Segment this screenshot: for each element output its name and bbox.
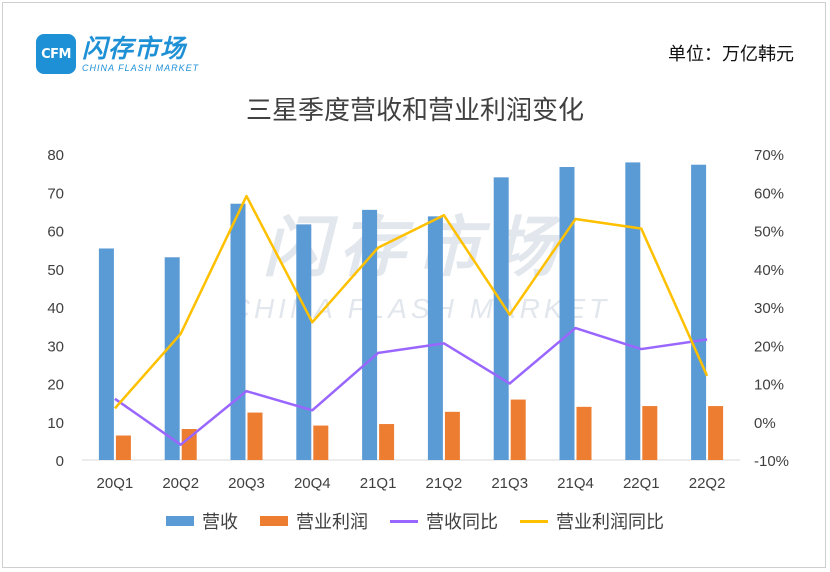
legend-label: 营业利润同比 [556, 512, 664, 533]
y-right-tick-label: 20% [754, 338, 784, 355]
y-right-tick-label: 0% [754, 415, 776, 432]
y-left-tick-label: 10 [47, 415, 64, 432]
legend-label: 营收 [202, 512, 238, 533]
x-tick-label: 21Q2 [426, 475, 463, 492]
y-left-tick-label: 30 [47, 338, 64, 355]
logo-text: 闪存市场 CHINA FLASH MARKET [82, 33, 200, 73]
bar-revenue [362, 209, 378, 460]
y-left-tick-label: 60 [47, 224, 64, 241]
bar-operating-profit [115, 435, 131, 460]
bar-operating-profit [379, 424, 395, 460]
legend-item: 营收同比 [390, 508, 498, 534]
x-tick-label: 20Q3 [228, 475, 265, 492]
legend-item: 营收 [166, 508, 238, 534]
bar-revenue [493, 177, 509, 460]
x-tick-label: 22Q2 [689, 475, 726, 492]
y-left-tick-label: 50 [47, 262, 64, 279]
watermark-en-text: CHINA FLASH MARKET [230, 293, 611, 324]
legend-swatch [166, 516, 194, 526]
logo-cn-text: 闪存市场 [82, 33, 187, 63]
y-right-tick-label: -10% [754, 453, 789, 470]
unit-label: 单位：万亿韩元 [668, 44, 794, 65]
legend-item: 营业利润同比 [520, 508, 664, 534]
x-tick-label: 21Q1 [360, 475, 397, 492]
y-right-tick-label: 10% [754, 377, 784, 394]
x-tick-label: 21Q3 [491, 475, 528, 492]
y-left-tick-label: 80 [47, 147, 64, 164]
x-tick-label: 22Q1 [623, 475, 660, 492]
legend-swatch [520, 519, 548, 523]
line-revenue-yoy [114, 326, 708, 446]
y-right-tick-label: 50% [754, 224, 784, 241]
x-tick-label: 20Q4 [294, 475, 331, 492]
logo-badge: CFM [36, 34, 76, 74]
x-tick-label: 21Q4 [557, 475, 594, 492]
x-tick-label: 20Q1 [97, 475, 134, 492]
bar-operating-profit [642, 406, 658, 460]
bar-operating-profit [313, 425, 329, 460]
chart-legend: 营收 营业利润 营收同比 营业利润同比 [0, 508, 830, 534]
bar-revenue [427, 216, 443, 460]
y-right-tick-label: 30% [754, 300, 784, 317]
y-right-tick-label: 70% [754, 147, 784, 164]
brand-logo: CFM 闪存市场 CHINA FLASH MARKET [36, 34, 199, 74]
y-left-tick-label: 20 [47, 377, 64, 394]
bar-revenue [559, 167, 575, 460]
legend-label: 营业利润 [296, 512, 368, 533]
bar-revenue [296, 224, 312, 460]
bar-operating-profit [510, 399, 526, 460]
y-left-tick-label: 40 [47, 300, 64, 317]
bar-operating-profit [444, 411, 460, 460]
bar-revenue [230, 203, 246, 460]
legend-swatch [260, 516, 288, 526]
legend-swatch [390, 519, 418, 523]
bar-operating-profit [708, 406, 724, 460]
bar-revenue [625, 162, 641, 461]
y-left-tick-label: 70 [47, 185, 64, 202]
logo-en-text: CHINA FLASH MARKET [82, 62, 200, 73]
legend-item: 营业利润 [260, 508, 368, 534]
y-right-tick-label: 40% [754, 262, 784, 279]
x-tick-label: 20Q2 [162, 475, 199, 492]
line-profit-yoy [113, 194, 709, 410]
legend-label: 营收同比 [426, 512, 498, 533]
chart-title: 三星季度营收和营业利润变化 [245, 96, 584, 126]
bar-operating-profit [247, 412, 263, 460]
bar-revenue [98, 248, 114, 460]
bar-revenue [691, 164, 707, 460]
bar-operating-profit [576, 406, 592, 460]
y-left-tick-label: 0 [56, 453, 64, 470]
y-right-tick-label: 60% [754, 185, 784, 202]
bar-revenue [164, 257, 180, 460]
bar-operating-profit [181, 429, 197, 460]
